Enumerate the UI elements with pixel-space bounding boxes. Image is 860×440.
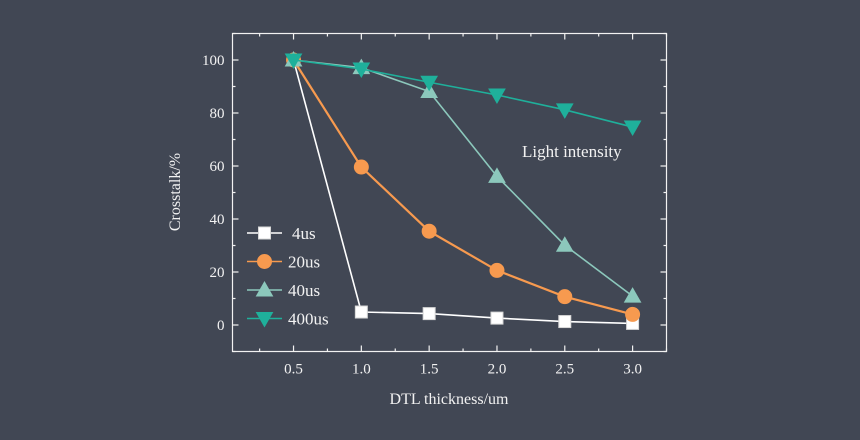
data-point-400us	[623, 120, 642, 137]
data-point-20us	[421, 223, 437, 239]
series-4us	[287, 53, 640, 330]
series-line-4us	[292, 59, 633, 325]
y-tick-label: 80	[210, 106, 225, 122]
y-axis-title: Crosstalk/%	[167, 153, 184, 231]
x-tick-label: 3.0	[623, 362, 642, 378]
y-tick-label: 0	[217, 318, 225, 334]
data-point-4us	[490, 311, 504, 325]
series-400us	[284, 53, 642, 137]
data-point-4us	[422, 307, 436, 321]
data-point-400us	[420, 75, 439, 92]
x-tick-label: 2.5	[555, 362, 574, 378]
series-line-20us	[292, 59, 633, 316]
legend-marker-400us	[255, 312, 274, 328]
x-tick-label: 0.5	[284, 362, 303, 378]
data-point-400us	[284, 53, 303, 70]
data-point-4us	[558, 315, 572, 329]
data-point-20us	[625, 306, 641, 322]
data-point-20us	[353, 159, 369, 175]
series-20us	[286, 52, 641, 322]
data-point-40us	[555, 236, 574, 252]
legend-marker-4us	[258, 226, 271, 240]
data-point-40us	[488, 167, 506, 183]
light-intensity-annotation: Light intensity	[522, 142, 622, 161]
y-tick-label: 60	[210, 159, 225, 175]
x-tick-label: 2.0	[488, 362, 507, 378]
data-point-20us	[489, 262, 505, 278]
series-line-40us	[293, 59, 634, 297]
legend-label-4us: 4us	[292, 224, 316, 243]
data-point-4us	[354, 305, 368, 319]
legend-label-40us: 40us	[288, 281, 320, 300]
legend: 4us 20us 40us 400us	[247, 224, 329, 329]
x-axis-title: DTL thickness/um	[390, 391, 510, 408]
plot-frame	[231, 32, 668, 353]
y-tick-label: 40	[210, 212, 225, 228]
data-point-40us	[623, 287, 642, 303]
series-line-400us	[293, 59, 633, 128]
y-tick-label: 100	[202, 53, 225, 69]
legend-label-400us: 400us	[288, 310, 329, 329]
legend-label-20us: 20us	[288, 253, 320, 272]
data-point-20us	[557, 289, 573, 305]
series-40us	[284, 50, 642, 303]
legend-marker-20us	[257, 254, 272, 269]
data-point-400us	[488, 88, 506, 104]
data-point-400us	[352, 62, 371, 79]
legend-marker-40us	[255, 280, 274, 297]
data-point-400us	[555, 103, 574, 119]
x-tick-label: 1.5	[420, 362, 439, 378]
y-tick-label: 20	[210, 265, 225, 281]
x-tick-label: 1.0	[352, 362, 371, 378]
